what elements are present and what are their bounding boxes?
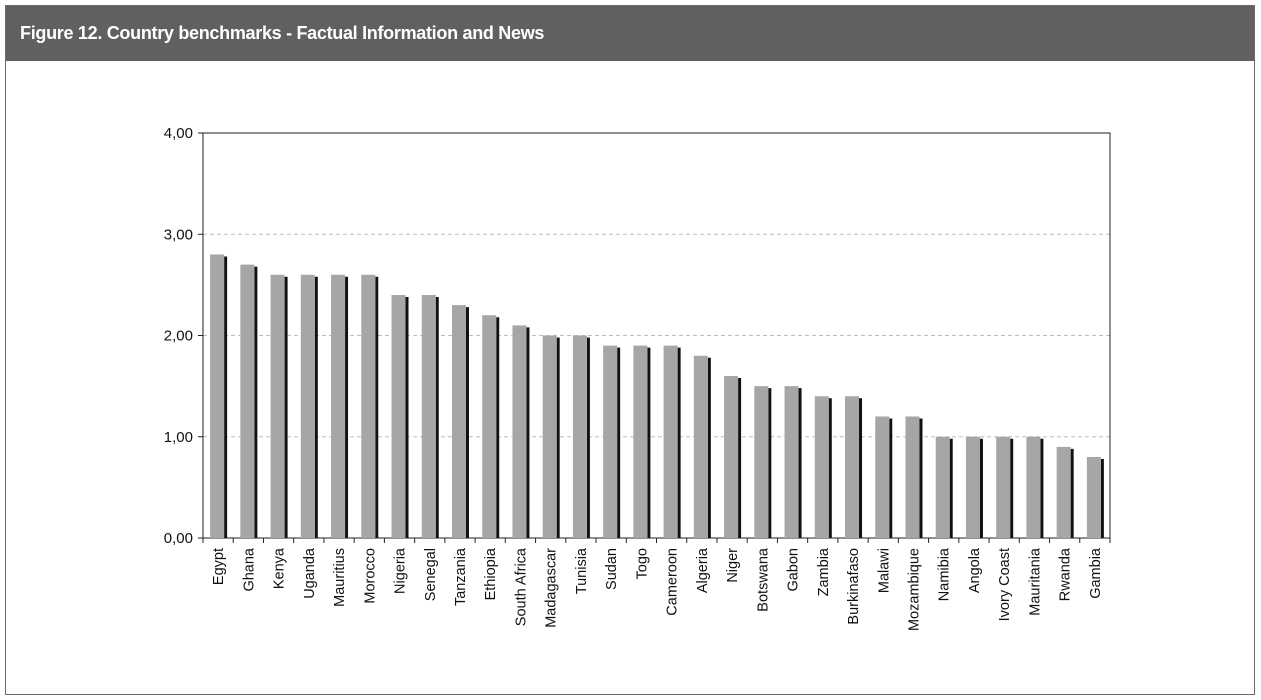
- x-category-label: Nigeria: [393, 547, 409, 594]
- bar: [905, 416, 920, 538]
- bar: [965, 436, 980, 538]
- bar-shadow: [1040, 438, 1044, 538]
- bar-shadow: [919, 418, 923, 538]
- x-category-label: South Africa: [513, 547, 529, 626]
- bar: [784, 386, 799, 538]
- x-category-label: Malawi: [876, 548, 892, 593]
- x-category-label: Uganda: [302, 547, 318, 599]
- bar: [845, 396, 860, 538]
- bar: [1056, 446, 1071, 538]
- x-category-label: Mauritius: [332, 548, 348, 607]
- bar-shadow: [738, 378, 742, 538]
- bar-shadow: [224, 256, 228, 538]
- bar: [663, 345, 678, 538]
- figure-title: Figure 12. Country benchmarks - Factual …: [20, 23, 545, 43]
- bar-shadow: [1010, 438, 1014, 538]
- bar-shadow: [617, 347, 621, 538]
- bar: [875, 416, 890, 538]
- bar-shadow: [647, 347, 651, 538]
- bar-shadow: [798, 388, 802, 538]
- y-tick-label: 2,00: [164, 328, 193, 345]
- y-tick-label: 1,00: [164, 429, 193, 446]
- bar-shadow: [586, 337, 590, 538]
- x-category-label: Cameroon: [665, 548, 681, 616]
- bar: [1086, 457, 1101, 538]
- bar: [693, 355, 708, 538]
- bar-shadow: [677, 347, 681, 538]
- bar-shadow: [828, 398, 832, 538]
- x-category-label: Rwanda: [1058, 547, 1074, 601]
- bar: [935, 436, 950, 538]
- x-category-label: Namibia: [937, 547, 953, 601]
- x-category-label: Niger: [725, 548, 741, 583]
- bar-shadow: [465, 307, 469, 538]
- bar-shadow: [314, 276, 318, 538]
- bar: [240, 264, 255, 538]
- x-category-label: Botswana: [755, 547, 771, 612]
- bar: [361, 274, 376, 538]
- bar: [633, 345, 648, 538]
- x-category-label: Ethiopia: [483, 547, 499, 600]
- bar-shadow: [435, 297, 439, 538]
- bar-shadow: [707, 357, 711, 538]
- bar: [814, 396, 829, 538]
- bar-shadow: [979, 438, 983, 538]
- y-tick-label: 4,00: [164, 125, 193, 142]
- x-category-label: Togo: [634, 548, 650, 579]
- bar-shadow: [254, 266, 258, 538]
- bar: [512, 325, 527, 538]
- x-category-label: Ghana: [241, 547, 257, 591]
- x-category-label: Algeria: [695, 547, 711, 593]
- bar: [300, 274, 315, 538]
- x-category-label: Mozambique: [906, 548, 922, 631]
- bar: [421, 295, 436, 538]
- bar-shadow: [345, 276, 349, 538]
- y-tick-label: 3,00: [164, 226, 193, 243]
- x-category-label: Madagascar: [544, 548, 560, 628]
- bar: [1026, 436, 1041, 538]
- bar: [482, 315, 497, 538]
- bar-shadow: [1070, 448, 1074, 538]
- x-category-label: Kenya: [272, 547, 288, 589]
- bar: [724, 376, 739, 538]
- bar: [542, 335, 557, 538]
- bar: [996, 436, 1011, 538]
- x-category-label: Tanzania: [453, 547, 469, 606]
- bar: [270, 274, 285, 538]
- bar: [603, 345, 618, 538]
- bar-shadow: [496, 317, 500, 538]
- bar-shadow: [949, 438, 953, 538]
- bar-shadow: [1100, 459, 1104, 538]
- bar-shadow: [889, 418, 893, 538]
- x-category-label: Angola: [967, 547, 983, 593]
- x-category-label: Gabon: [786, 548, 802, 592]
- bar: [391, 295, 406, 538]
- x-category-label: Egypt: [211, 548, 227, 585]
- bar-shadow: [405, 297, 409, 538]
- bar: [331, 274, 346, 538]
- bar: [451, 305, 466, 538]
- bar-shadow: [768, 388, 772, 538]
- bar-shadow: [526, 327, 530, 538]
- x-category-label: Mauritania: [1027, 547, 1043, 616]
- bar-shadow: [859, 398, 863, 538]
- bar: [754, 386, 769, 538]
- x-category-label: Senegal: [423, 548, 439, 601]
- x-category-label: Gambia: [1088, 547, 1104, 599]
- bar-shadow: [375, 276, 379, 538]
- x-category-label: Tunisia: [574, 547, 590, 594]
- x-category-label: Zambia: [816, 547, 832, 596]
- bar: [572, 335, 587, 538]
- x-category-label: Ivory Coast: [997, 548, 1013, 621]
- bar-shadow: [284, 276, 288, 538]
- figure-header: Figure 12. Country benchmarks - Factual …: [6, 6, 1254, 61]
- x-category-label: Morocco: [362, 548, 378, 604]
- bar-shadow: [556, 337, 560, 538]
- y-tick-label: 0,00: [164, 530, 193, 547]
- bar: [210, 254, 225, 538]
- x-category-label: Sudan: [604, 548, 620, 590]
- x-category-label: Burkinafaso: [846, 548, 862, 625]
